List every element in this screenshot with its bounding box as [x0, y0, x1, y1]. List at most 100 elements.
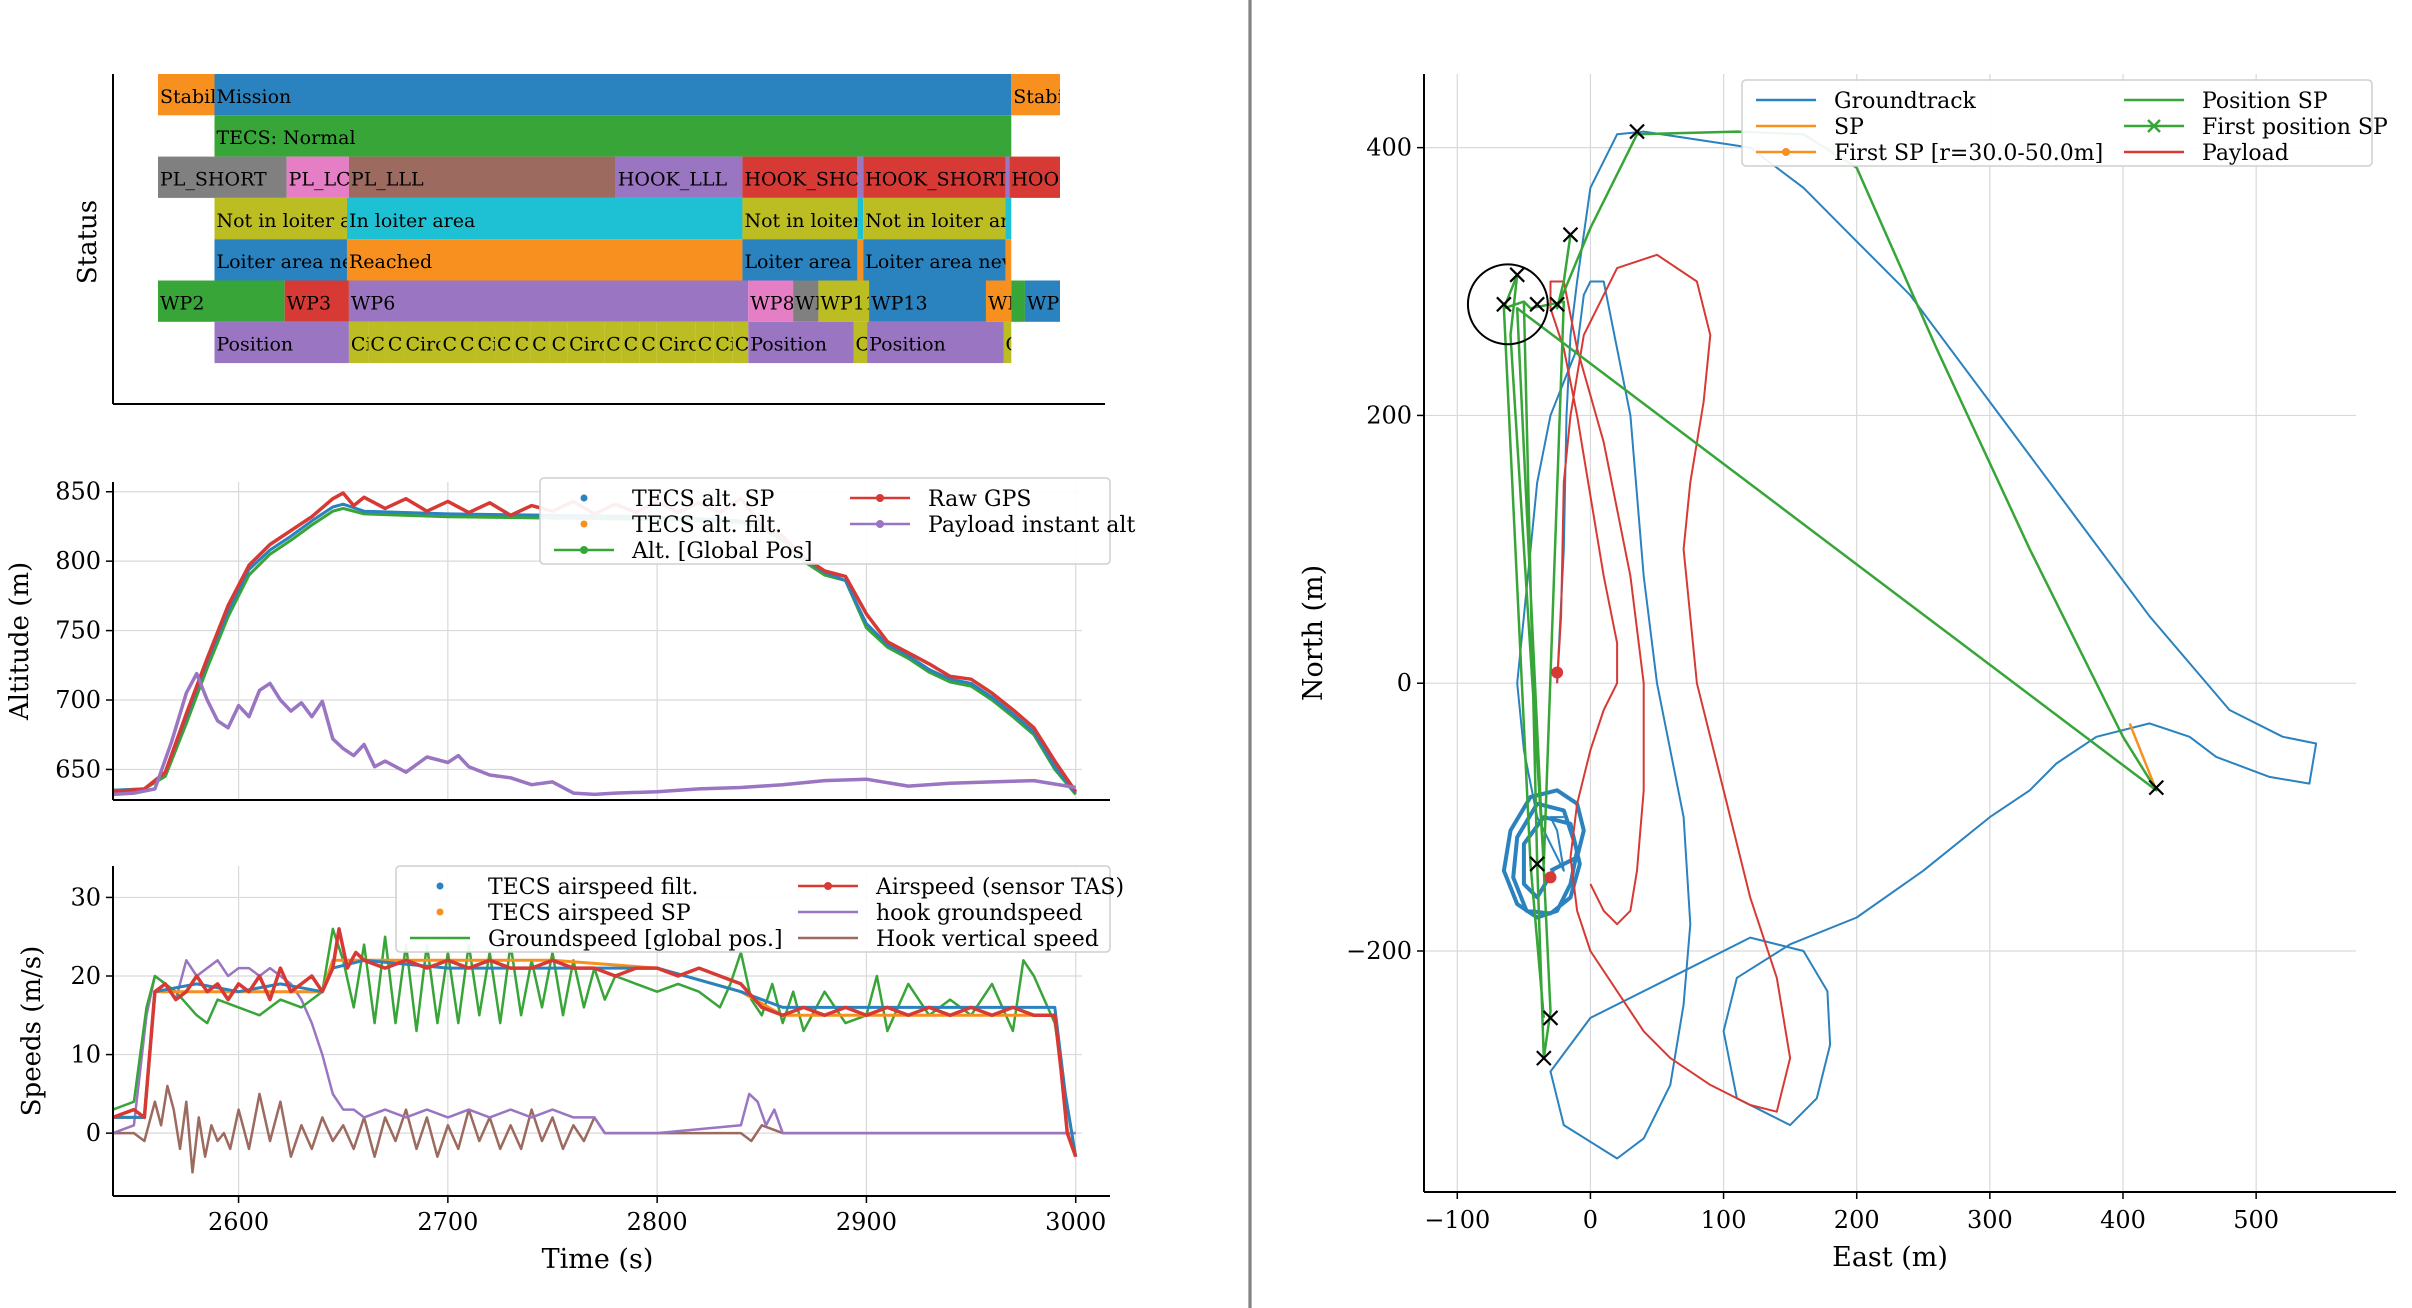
x-tick-label: 2700 [417, 1208, 478, 1236]
status-bar-position [867, 321, 1004, 364]
status-bar-loiter-area-nev [863, 239, 1006, 281]
y-tick-label: −200 [1346, 937, 1412, 965]
map-xlabel: East (m) [1832, 1242, 1948, 1273]
status-bar-label: WP3 [287, 292, 331, 314]
status-bar-label: Loiter area nev [216, 251, 364, 273]
left-figure-pane: Stabili Mission Stabi TECS: Normal PL_SHORT P… [5, 74, 1136, 1275]
status-bar-segment [857, 197, 864, 240]
status-bar-position [214, 321, 349, 364]
y-tick-label: 400 [1366, 134, 1412, 162]
legend-swatch [580, 494, 588, 502]
series-tecs-airspeed-sp [113, 958, 1078, 1157]
position-sp-marker [1529, 856, 1545, 872]
payload-point [1544, 871, 1557, 884]
x-tick-label: 300 [1967, 1206, 2013, 1234]
status-bar-label: C [370, 334, 385, 356]
series-payload [1549, 253, 1792, 1113]
position-sp-marker [1529, 296, 1545, 313]
status-bar-wp13 [869, 280, 986, 322]
x-tick-label: 500 [2233, 1206, 2279, 1234]
position-sp-marker [1496, 296, 1512, 313]
x-tick-label: 2900 [836, 1208, 897, 1236]
status-bar-pl-short [158, 156, 287, 198]
status-bar-label: HOOK_LLL [618, 169, 728, 191]
status-bar-label: C [497, 334, 512, 356]
status-bar-wp6 [348, 280, 749, 322]
status-bar-pl-lll [348, 156, 616, 198]
status-bar-label: HOOK_SHORT [865, 169, 1009, 191]
status-bar-c [853, 321, 868, 364]
y-tick-label: 850 [55, 478, 101, 506]
altitude-ylabel: Altitude (m) [5, 562, 35, 721]
status-bar-label: Loiter area nev [865, 251, 1013, 273]
x-tick-label: 100 [1701, 1206, 1747, 1234]
status-bar-segment [1005, 197, 1012, 240]
y-tick-label: 20 [70, 962, 101, 990]
status-bar-label: Not in loiter [744, 210, 863, 232]
status-ylabel: Status [73, 200, 103, 284]
status-bar-label: Stabili [160, 86, 222, 108]
groundtrack-map-chart: −100 0 100 200 300 400 500 −200 0 200 400 East (m) N… [1298, 74, 2396, 1273]
map-ylabel: North (m) [1298, 565, 1329, 701]
legend-frame [1741, 79, 2373, 167]
status-bar-label: PL_LC [289, 169, 351, 191]
legend-swatch-dot [1782, 148, 1790, 156]
status-bar-label: Stabi [1013, 86, 1063, 108]
y-tick-label: 30 [70, 883, 101, 911]
status-bar-label: C [388, 334, 403, 356]
series-tecs-airspeed-filt [113, 958, 1078, 1157]
speeds-xlabel: Time (s) [542, 1244, 654, 1275]
status-bar-wi [985, 280, 1012, 322]
status-bar-segment [857, 239, 864, 281]
legend-frame [539, 477, 1111, 565]
right-figure-pane: −100 0 100 200 300 400 500 −200 0 200 400 East (m) N… [1252, 0, 2412, 1308]
status-bar-c [604, 321, 622, 364]
status-bar-c [368, 321, 386, 364]
x-tick-label: 0 [1583, 1206, 1598, 1234]
status-bar-c [1003, 321, 1012, 364]
legend-entry-groundtrack: Groundtrack [1834, 89, 1977, 114]
status-bar-circ [567, 321, 605, 364]
status-bar-label: Circl [659, 334, 705, 356]
legend-entry-hook-groundspeed: hook groundspeed [876, 901, 1083, 926]
status-bar-label: WP6 [351, 292, 395, 314]
altitude-chart: 650 700 750 800 850 Altitude (m) TECS alt. SPT… [5, 477, 1135, 801]
legend-swatch-x [2147, 119, 2161, 133]
speeds-ylabel: Speeds (m/s) [17, 946, 47, 1117]
speeds-chart: 0 10 20 30 2600 2700 2800 2900 3000 Speeds (m/s) T… [17, 865, 1124, 1275]
legend-entry-tecs-airspeed-filt: TECS airspeed filt. [488, 875, 698, 900]
pane-divider[interactable] [1248, 0, 1252, 1308]
x-tick-label: 2600 [208, 1208, 269, 1236]
x-tick-label: −100 [1424, 1206, 1490, 1234]
status-bar-wp3 [284, 280, 349, 322]
y-tick-label: 200 [1366, 401, 1412, 429]
legend-swatch [436, 908, 444, 916]
x-tick-label: 400 [2100, 1206, 2146, 1234]
position-sp-marker [1629, 123, 1645, 140]
loiter-circle [1466, 263, 1549, 346]
map-grid [1424, 74, 2356, 1192]
status-bar-wp2 [158, 280, 285, 322]
legend-entry-payload-instant-alt: Payload instant alt [928, 513, 1135, 538]
y-tick-label: 0 [1397, 669, 1412, 697]
status-bar-c [621, 321, 640, 364]
status-bar-c [639, 321, 657, 364]
status-bar-label: WI [795, 292, 822, 314]
status-bar-wp11 [818, 280, 870, 322]
status-bar-c [530, 321, 550, 364]
series-hook-vertical-speed [113, 1084, 1076, 1174]
status-bar-label: WP13 [871, 292, 928, 314]
series-hook-groundspeed [113, 959, 1076, 1135]
position-sp-marker [1562, 226, 1579, 243]
status-bar-label: PL_SHORT [160, 169, 267, 191]
legend-entry-alt-global-pos: Alt. [Global Pos] [631, 539, 812, 564]
series-groundtrack-loiter [1501, 788, 1586, 920]
legend-entry-airspeed-sensor-tas: Airspeed (sensor TAS) [875, 875, 1124, 900]
status-bar-label: Not in loiter ar [865, 210, 1010, 232]
legend-swatch-dot [876, 520, 884, 528]
status-bar-c [732, 321, 749, 364]
status-bar-label: WP1C [1027, 292, 1086, 314]
